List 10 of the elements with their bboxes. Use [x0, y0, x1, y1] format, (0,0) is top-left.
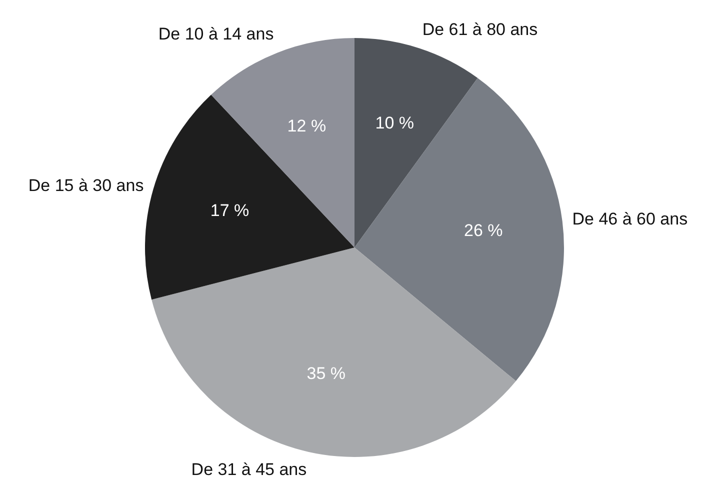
- data-label: 26 %: [464, 220, 503, 240]
- slice-label: De 61 à 80 ans: [422, 20, 538, 39]
- slice-label: De 15 à 30 ans: [28, 176, 144, 195]
- slice-label: De 10 à 14 ans: [158, 24, 274, 44]
- data-label: 17 %: [210, 200, 250, 220]
- slice-label: De 46 à 60 ans: [572, 210, 688, 229]
- data-label: 10 %: [375, 114, 414, 133]
- data-label: 35 %: [306, 364, 346, 383]
- slice-label: De 31 à 45 ans: [191, 460, 307, 479]
- data-label: 12 %: [287, 116, 326, 136]
